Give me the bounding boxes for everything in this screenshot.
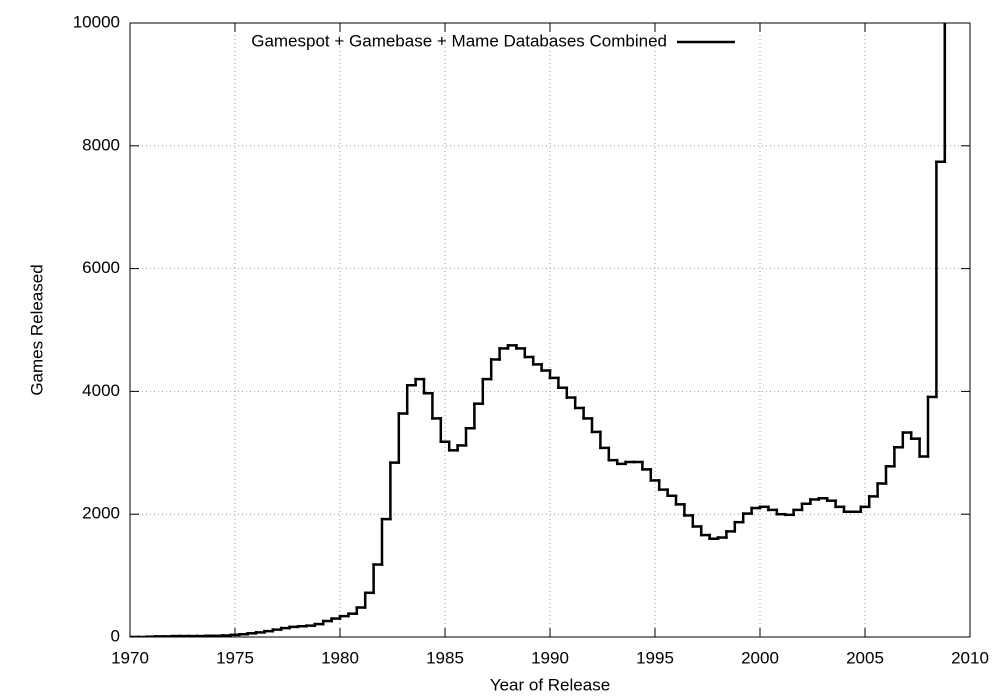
y-tick-label: 4000: [82, 381, 120, 400]
series: [130, 23, 947, 637]
y-tick-label: 8000: [82, 135, 120, 154]
ticks: 0 2000 4000 6000 8000 10000 1970 1975 1980 1985 19…: [73, 12, 989, 667]
x-tick-label: 1995: [636, 648, 674, 667]
x-tick-label: 1980: [321, 648, 359, 667]
x-tick-label: 1975: [216, 648, 254, 667]
x-tick-label: 1985: [426, 648, 464, 667]
x-axis-label: Year of Release: [490, 675, 610, 694]
x-tick-label: 2005: [846, 648, 884, 667]
x-tick-label: 1970: [111, 648, 149, 667]
y-tick-label: 6000: [82, 258, 120, 277]
y-tick-label: 2000: [82, 504, 120, 523]
x-tick-label: 2000: [741, 648, 779, 667]
x-tick-label: 2010: [951, 648, 989, 667]
y-tick-label: 0: [111, 626, 120, 645]
y-tick-label: 10000: [73, 12, 120, 31]
grid: [129, 22, 971, 638]
y-axis-label: Games Released: [27, 264, 46, 395]
x-tick-label: 1990: [531, 648, 569, 667]
legend-label: Gamespot + Gamebase + Mame Databases Com…: [251, 31, 667, 50]
